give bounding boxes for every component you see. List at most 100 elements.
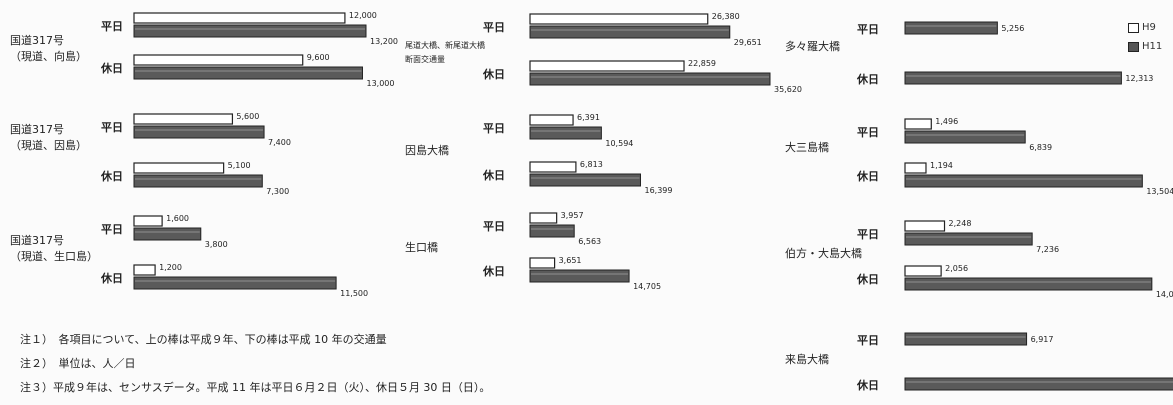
day-label: 平日 <box>857 334 879 347</box>
bar-h11 <box>529 25 731 39</box>
bar-h11-texture <box>531 177 640 179</box>
bar-h9 <box>904 162 927 174</box>
bar-h11-texture <box>906 381 1173 383</box>
bar-h11 <box>133 125 265 139</box>
value-label-h11: 7,236 <box>1036 245 1059 254</box>
day-label: 休日 <box>100 169 123 183</box>
bar-h9 <box>133 113 234 125</box>
group-label: 断面交通量 <box>405 54 445 64</box>
day-label: 平日 <box>857 228 879 241</box>
bar-h11 <box>529 126 602 140</box>
legend-label-h11: H11 <box>1142 41 1163 52</box>
value-label-h9: 6,391 <box>577 113 600 122</box>
group-label: 国道317号 <box>10 233 64 247</box>
value-label-h11: 6,839 <box>1029 143 1052 152</box>
bar-h9 <box>529 161 577 173</box>
value-label-h9: 22,859 <box>688 59 716 68</box>
bar-h11-texture <box>906 336 1026 338</box>
bar-h9 <box>904 265 942 277</box>
value-label-h9: 1,496 <box>935 117 958 126</box>
bar-h11 <box>529 173 641 187</box>
value-label-h11: 7,400 <box>268 138 291 147</box>
bar-h9 <box>904 118 932 130</box>
value-label-h11: 5,256 <box>1001 24 1024 33</box>
bar-h9 <box>529 114 574 126</box>
value-label-h9: 6,813 <box>580 160 603 169</box>
value-label-h9: 5,100 <box>228 161 251 170</box>
group-label: 尾道大橋、新尾道大橋 <box>405 40 485 50</box>
bar-h11 <box>904 71 1122 85</box>
bar-h11 <box>133 24 367 38</box>
value-label-h11: 6,563 <box>578 237 601 246</box>
day-label: 休日 <box>482 168 505 182</box>
bar-h11-texture <box>135 28 365 30</box>
group-label: 国道317号 <box>10 33 64 47</box>
bar-h11-texture <box>135 70 362 72</box>
bar-h9 <box>529 60 685 72</box>
value-label-h11: 11,500 <box>340 289 368 298</box>
day-label: 休日 <box>482 67 505 81</box>
value-label-h9: 1,600 <box>166 214 189 223</box>
bar-h11 <box>904 21 998 35</box>
bar-h11-texture <box>906 178 1142 180</box>
bar-h11-texture <box>906 75 1121 77</box>
value-label-h11: 14,705 <box>633 282 661 291</box>
bar-h9 <box>529 212 558 224</box>
group-label: 多々羅大橋 <box>785 39 840 53</box>
bar-h9 <box>529 13 709 25</box>
value-label-h9: 3,651 <box>559 256 582 265</box>
bar-h11 <box>904 332 1028 346</box>
bar-h11-texture <box>531 130 601 132</box>
value-label-h11: 7,300 <box>266 187 289 196</box>
bar-h11 <box>529 269 630 283</box>
group-label: 因島大橋 <box>405 143 449 157</box>
bar-h11-texture <box>135 231 200 233</box>
day-label: 平日 <box>101 121 123 134</box>
day-label: 平日 <box>101 20 123 33</box>
value-label-h11: 35,620 <box>774 85 802 94</box>
value-label-h11: 10,594 <box>605 139 633 148</box>
day-label: 平日 <box>101 223 123 236</box>
day-label: 休日 <box>856 378 879 392</box>
value-label-h11: 13,200 <box>370 37 398 46</box>
group-label: （現道、因島） <box>10 138 87 152</box>
group-label: 大三島橋 <box>785 140 829 154</box>
bar-h9 <box>133 54 304 66</box>
value-label-h11: 6,917 <box>1031 335 1054 344</box>
bar-h11 <box>904 232 1033 246</box>
value-label-h11: 13,000 <box>366 79 394 88</box>
legend-label-h9: H9 <box>1142 22 1156 33</box>
value-label-h11: 3,800 <box>205 240 228 249</box>
bar-h11 <box>133 174 263 188</box>
group-label: 国道317号 <box>10 122 64 136</box>
group-label: （現道、生口島） <box>10 249 98 263</box>
value-label-h9: 12,000 <box>349 11 377 20</box>
day-label: 休日 <box>100 61 123 75</box>
day-label: 休日 <box>856 72 879 86</box>
legend: H9 H11 <box>1128 18 1162 56</box>
bar-h9 <box>904 220 946 232</box>
bar-h11-texture <box>906 134 1025 136</box>
day-label: 休日 <box>100 271 123 285</box>
day-label: 平日 <box>483 122 505 135</box>
group-label: （現道、向島） <box>10 49 87 63</box>
day-label: 平日 <box>857 126 879 139</box>
bar-h11-texture <box>135 280 336 282</box>
day-label: 平日 <box>857 23 879 36</box>
bar-h11-texture <box>531 273 629 275</box>
bar-h11 <box>133 227 202 241</box>
value-label-h9: 3,957 <box>561 211 584 220</box>
value-label-h9: 1,200 <box>159 263 182 272</box>
bar-h11 <box>133 66 363 80</box>
bar-h11-texture <box>531 76 769 78</box>
value-label-h11: 29,651 <box>734 38 762 47</box>
day-label: 平日 <box>483 21 505 34</box>
value-label-h9: 9,600 <box>307 53 330 62</box>
day-label: 休日 <box>856 169 879 183</box>
bar-h9 <box>529 257 556 269</box>
value-label-h11: 12,313 <box>1125 74 1153 83</box>
bar-h11 <box>904 130 1026 144</box>
bar-h11 <box>904 377 1173 391</box>
value-label-h11: 16,399 <box>644 186 672 195</box>
